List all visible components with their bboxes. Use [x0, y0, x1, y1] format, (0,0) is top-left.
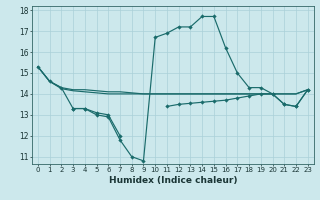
X-axis label: Humidex (Indice chaleur): Humidex (Indice chaleur) — [108, 176, 237, 185]
